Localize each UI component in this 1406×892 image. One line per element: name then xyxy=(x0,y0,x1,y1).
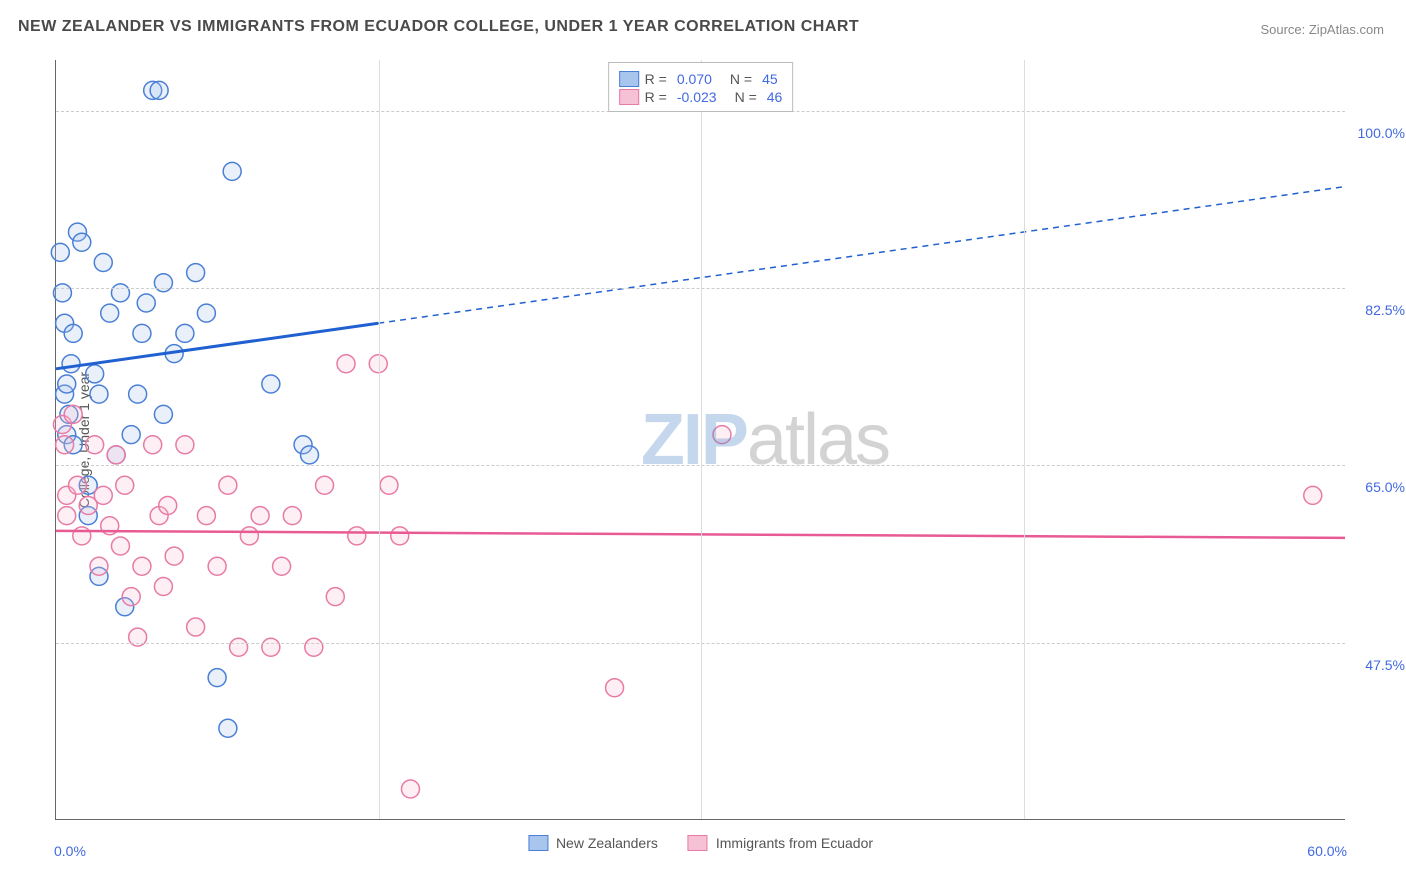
data-point xyxy=(86,365,104,383)
data-point xyxy=(64,405,82,423)
data-point xyxy=(73,233,91,251)
data-point xyxy=(197,507,215,525)
data-point xyxy=(348,527,366,545)
data-point xyxy=(176,324,194,342)
data-point xyxy=(176,436,194,454)
legend-item-2: Immigrants from Ecuador xyxy=(688,835,873,851)
grid-line-v xyxy=(701,60,702,819)
legend-label-2: Immigrants from Ecuador xyxy=(716,835,873,851)
data-point xyxy=(86,436,104,454)
chart-plot-area: College, Under 1 year ZIPatlas R = 0.070… xyxy=(55,60,1345,820)
data-point xyxy=(150,81,168,99)
data-point xyxy=(240,527,258,545)
data-point xyxy=(391,527,409,545)
source-attribution: Source: ZipAtlas.com xyxy=(1260,22,1384,37)
data-point xyxy=(380,476,398,494)
data-point xyxy=(73,527,91,545)
data-point xyxy=(56,436,74,454)
n-value-1: 45 xyxy=(762,71,778,87)
correlation-legend: R = 0.070 N = 45 R = -0.023 N = 46 xyxy=(608,62,794,112)
data-point xyxy=(154,405,172,423)
data-point xyxy=(273,557,291,575)
data-point xyxy=(223,162,241,180)
data-point xyxy=(101,304,119,322)
data-point xyxy=(94,254,112,272)
data-point xyxy=(337,355,355,373)
y-tick-label: 47.5% xyxy=(1350,657,1405,673)
r-label-2: R = xyxy=(645,89,667,105)
data-point xyxy=(713,426,731,444)
data-point xyxy=(111,537,129,555)
data-point xyxy=(58,375,76,393)
r-value-2: -0.023 xyxy=(677,89,717,105)
chart-title: NEW ZEALANDER VS IMMIGRANTS FROM ECUADOR… xyxy=(18,18,859,36)
data-point xyxy=(262,375,280,393)
data-point xyxy=(159,497,177,515)
data-point xyxy=(111,284,129,302)
data-point xyxy=(51,243,69,261)
grid-line-v xyxy=(379,60,380,819)
data-point xyxy=(58,507,76,525)
grid-line-v xyxy=(1024,60,1025,819)
data-point xyxy=(94,486,112,504)
x-tick-max: 60.0% xyxy=(1307,843,1347,859)
data-point xyxy=(154,274,172,292)
data-point xyxy=(208,557,226,575)
data-point xyxy=(53,284,71,302)
series-legend: New Zealanders Immigrants from Ecuador xyxy=(528,835,873,851)
y-tick-label: 82.5% xyxy=(1350,302,1405,318)
data-point xyxy=(219,719,237,737)
data-point xyxy=(187,264,205,282)
legend-label-1: New Zealanders xyxy=(556,835,658,851)
y-tick-label: 65.0% xyxy=(1350,479,1405,495)
swatch-series-1 xyxy=(619,71,639,87)
data-point xyxy=(187,618,205,636)
trend-line-dashed xyxy=(378,187,1345,324)
n-label-1: N = xyxy=(730,71,752,87)
data-point xyxy=(90,385,108,403)
data-point xyxy=(133,557,151,575)
data-point xyxy=(316,476,334,494)
data-point xyxy=(107,446,125,464)
data-point xyxy=(122,588,140,606)
legend-row-1: R = 0.070 N = 45 xyxy=(619,71,783,87)
r-value-1: 0.070 xyxy=(677,71,712,87)
data-point xyxy=(283,507,301,525)
data-point xyxy=(133,324,151,342)
data-point xyxy=(606,679,624,697)
data-point xyxy=(230,638,248,656)
legend-swatch-2 xyxy=(688,835,708,851)
n-label-2: N = xyxy=(735,89,757,105)
data-point xyxy=(401,780,419,798)
legend-swatch-1 xyxy=(528,835,548,851)
data-point xyxy=(116,476,134,494)
data-point xyxy=(1304,486,1322,504)
data-point xyxy=(251,507,269,525)
legend-row-2: R = -0.023 N = 46 xyxy=(619,89,783,105)
data-point xyxy=(208,669,226,687)
n-value-2: 46 xyxy=(767,89,783,105)
data-point xyxy=(144,436,162,454)
data-point xyxy=(219,476,237,494)
y-tick-label: 100.0% xyxy=(1350,125,1405,141)
data-point xyxy=(68,476,86,494)
trend-line-solid xyxy=(56,323,378,369)
data-point xyxy=(129,385,147,403)
data-point xyxy=(197,304,215,322)
data-point xyxy=(262,638,280,656)
data-point xyxy=(90,557,108,575)
data-point xyxy=(154,578,172,596)
data-point xyxy=(301,446,319,464)
data-point xyxy=(64,324,82,342)
data-point xyxy=(305,638,323,656)
swatch-series-2 xyxy=(619,89,639,105)
data-point xyxy=(165,547,183,565)
data-point xyxy=(62,355,80,373)
r-label-1: R = xyxy=(645,71,667,87)
data-point xyxy=(326,588,344,606)
x-tick-min: 0.0% xyxy=(54,843,86,859)
legend-item-1: New Zealanders xyxy=(528,835,658,851)
data-point xyxy=(122,426,140,444)
data-point xyxy=(137,294,155,312)
